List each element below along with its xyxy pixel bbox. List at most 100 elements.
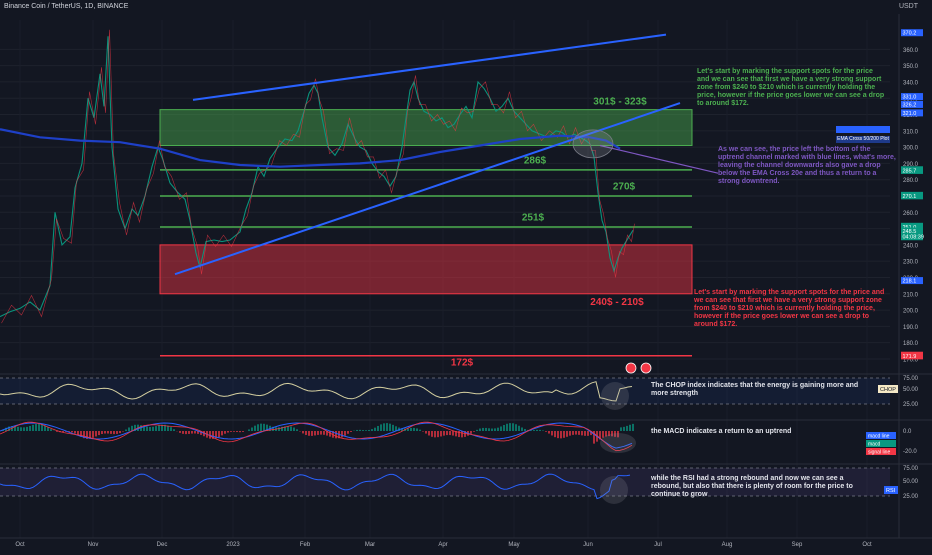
macd-histogram-bar [170,427,172,431]
macd-histogram-bar [383,423,385,431]
macd-histogram-bar [107,431,109,434]
time-tick: Aug [722,542,733,548]
macd-histogram-bar [278,427,280,431]
price-tick: 280.0 [903,178,919,184]
macd-histogram-bar [374,428,376,431]
macd-histogram-bar [146,427,148,431]
macd-histogram-bar [539,430,541,431]
macd-histogram-bar [575,431,577,435]
macd-histogram-bar [506,424,508,431]
macd-histogram-bar [569,431,571,436]
macd-histogram-bar [233,431,235,432]
price-tick: 240.0 [903,243,919,249]
macd-histogram-bar [629,425,631,431]
macd-histogram-bar [290,426,292,431]
macd-histogram-bar [524,429,526,431]
time-tick: Sep [792,542,803,548]
macd-histogram-bar [188,431,190,434]
price-tag: 04:08:39 [903,235,924,241]
price-tag: 321.0 [903,111,917,117]
macd-histogram-bar [548,431,550,434]
price-tick: 180.0 [903,341,919,347]
macd-histogram-bar [263,424,265,431]
macd-histogram-bar [542,430,544,431]
chop-highlight [601,382,629,410]
macd-histogram-bar [32,425,34,431]
level-label: 172$ [451,357,474,368]
macd-histogram-bar [122,431,124,432]
macd-histogram-bar [491,429,493,431]
chop-tag: CHOP [880,387,896,393]
macd-histogram-bar [254,426,256,431]
macd-histogram-bar [74,431,76,434]
chop-note: The CHOP index indicates that the energy… [651,382,871,398]
macd-histogram-bar [443,431,445,436]
level-label: 301$ - 323$ [593,97,647,108]
macd-histogram-bar [515,424,517,431]
macd-legend-item: macd [868,442,880,448]
macd-histogram-bar [392,425,394,431]
macd-histogram-bar [386,423,388,431]
time-tick: Jun [583,542,593,548]
macd-histogram-bar [95,431,97,436]
macd-histogram-bar [440,431,442,436]
macd-histogram-bar [296,429,298,431]
macd-histogram-bar [623,427,625,431]
symbol-title: Binance Coin / TetherUS, 1D, BINANCE [4,3,128,10]
chop-tick: 25.00 [903,402,919,408]
macd-histogram-bar [545,431,547,432]
price-tick: 260.0 [903,211,919,217]
macd-histogram-bar [482,428,484,431]
macd-histogram-bar [239,431,241,432]
price-tag: 218.1 [903,279,917,285]
macd-histogram-bar [416,428,418,431]
rsi-highlight [600,476,628,504]
macd-histogram-bar [368,430,370,431]
macd-histogram-bar [98,431,100,435]
macd-histogram-bar [152,427,154,431]
macd-histogram-bar [356,430,358,431]
macd-histogram-bar [113,431,115,434]
macd-histogram-bar [29,426,31,431]
time-tick: Nov [88,542,99,548]
macd-histogram-bar [323,431,325,435]
level-label: 251$ [522,212,545,223]
macd-tick: 0.0 [903,429,912,435]
macd-histogram-bar [311,431,313,436]
level-label: 270$ [613,181,636,192]
red-note: Let's start by marking the support spots… [694,289,886,329]
macd-histogram-bar [620,427,622,431]
time-tick: Apr [438,542,447,548]
macd-histogram-bar [602,431,604,438]
macd-histogram-bar [563,431,565,438]
macd-histogram-bar [449,431,451,435]
time-tick: 2023 [226,542,240,548]
time-tick: Oct [862,542,872,548]
macd-histogram-bar [497,428,499,431]
level-label: 240$ - 210$ [590,297,644,308]
macd-histogram-bar [182,431,184,434]
macd-histogram-bar [428,431,430,435]
macd-histogram-bar [302,431,304,433]
macd-histogram-bar [419,430,421,431]
macd-histogram-bar [425,431,427,434]
macd-histogram-bar [536,430,538,431]
macd-histogram-bar [503,425,505,431]
rsi-tag: RSI [886,488,896,494]
macd-histogram-bar [350,431,352,432]
chop-tick: 75.00 [903,376,919,382]
macd-histogram-bar [446,431,448,435]
macd-histogram-bar [377,426,379,431]
macd-histogram-bar [485,428,487,431]
macd-histogram-bar [251,428,253,431]
price-tag: 370.2 [903,31,917,37]
macd-histogram-bar [308,431,310,436]
macd-histogram-bar [473,431,475,432]
indicator-tag-blue [836,126,890,133]
macd-histogram-bar [452,431,454,436]
macd-histogram-bar [434,431,436,437]
macd-histogram-bar [476,430,478,431]
macd-histogram-bar [560,431,562,438]
macd-histogram-bar [341,431,343,437]
